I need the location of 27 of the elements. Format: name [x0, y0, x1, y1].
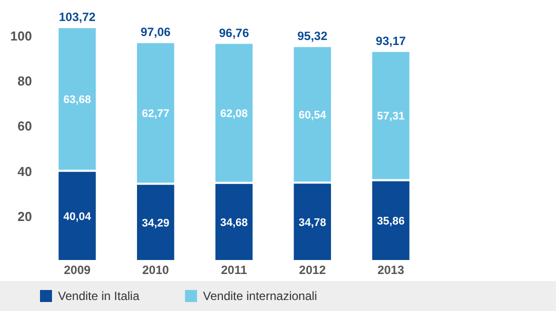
total-label: 103,72 [58, 10, 96, 24]
total-label: 97,06 [140, 25, 171, 40]
data-label: 40,04 [63, 210, 92, 223]
total-label: 95,32 [297, 29, 328, 44]
y-tick-label: 20 [18, 208, 32, 224]
y-tick-label: 80 [18, 74, 32, 89]
data-label: 57,31 [377, 110, 405, 123]
data-label: 62,08 [220, 108, 248, 120]
total-label: 96,76 [218, 26, 250, 40]
y-tick-label: 100 [10, 28, 32, 44]
legend-label: Vendite in Italia [58, 289, 140, 303]
data-label: 62,77 [142, 108, 170, 120]
data-label: 60,54 [298, 109, 328, 122]
x-tick-label: 2010 [142, 263, 170, 277]
x-tick-label: 2009 [64, 263, 91, 277]
x-tick-label: 2012 [299, 263, 326, 277]
total-label: 93,17 [376, 34, 406, 48]
data-label: 34,78 [298, 216, 326, 229]
x-tick-label: 2013 [377, 263, 404, 277]
legend-label: Vendite internazionali [203, 289, 318, 303]
data-label: 63,68 [63, 94, 91, 106]
data-label: 34,68 [220, 216, 248, 229]
data-label: 34,29 [142, 217, 170, 230]
y-tick-label: 40 [18, 164, 32, 179]
data-label: 35,86 [377, 216, 405, 228]
x-tick-label: 2011 [220, 263, 248, 277]
y-tick-label: 60 [18, 118, 32, 134]
